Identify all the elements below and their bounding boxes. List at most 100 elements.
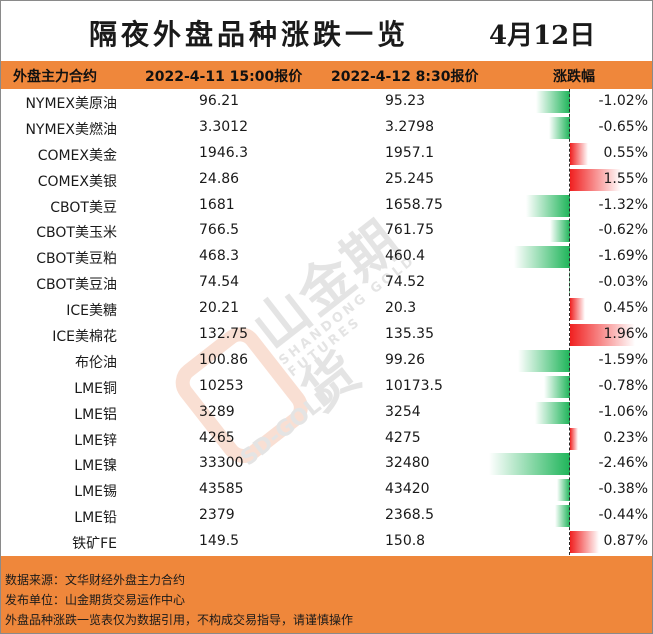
footer-publisher: 发布单位：山金期货交易运作中心 [5,593,186,607]
change-bar [517,349,570,372]
change-percent: -0.65% [598,118,648,135]
change-bar [544,375,570,398]
table-row: LME铜 10253 10173.5 -0.78% [1,374,652,400]
change-percent: -1.02% [598,93,648,109]
contract-name: LME铜 [74,380,117,397]
table-row: LME铝 3289 3254 -1.06% [1,400,652,426]
zero-axis [569,89,570,555]
contract-name: CBOT美豆粕 [36,251,117,268]
table-row: CBOT美玉米 766.5 761.75 -0.62% [1,218,652,244]
price-yesterday: 10253 [199,377,244,394]
price-today: 3254 [385,403,421,420]
change-bar [548,116,570,139]
price-today: 20.3 [385,300,417,317]
price-yesterday: 24.86 [199,170,240,187]
change-bar [570,324,635,347]
contract-name: NYMEX美原油 [25,96,117,112]
price-today: 99.26 [385,351,426,368]
change-percent: -0.44% [598,507,648,524]
price-today: 25.245 [385,170,434,187]
change-percent: -0.38% [598,481,648,498]
change-percent: -1.32% [598,196,648,213]
change-bar [549,220,570,243]
price-yesterday: 43585 [199,481,244,498]
price-today: 4275 [385,429,421,446]
change-bar [555,505,570,528]
price-yesterday: 468.3 [199,248,240,265]
price-yesterday: 132.75 [199,326,248,343]
change-percent: -0.78% [598,377,648,394]
change-bar [535,401,570,424]
price-today: 150.8 [385,533,426,550]
price-yesterday: 20.21 [199,300,240,317]
table-row: ICE美糖 20.21 20.3 0.45% [1,296,652,322]
change-bar [570,168,622,191]
price-yesterday: 149.5 [199,533,240,550]
footer-disclaimer: 外盘品种涨跌一览表仅为数据引用，不构成交易指导，请谨慎操作 [5,613,354,627]
change-percent: -1.69% [598,248,648,265]
header-price1: 2022-4-11 15:00报价 [145,69,303,85]
change-percent: 1.96% [603,326,648,343]
price-yesterday: 33300 [199,455,244,472]
price-today: 2368.5 [385,507,434,524]
change-bar [536,91,570,113]
table-row: ICE美棉花 132.75 135.35 1.96% [1,322,652,348]
change-percent: -0.62% [598,222,648,239]
price-today: 761.75 [385,222,434,239]
change-percent: -1.06% [598,403,648,420]
change-bar [570,298,585,321]
price-today: 3.2798 [385,118,434,135]
change-percent: 0.55% [603,144,648,161]
contract-name: COMEX美金 [37,147,117,164]
table-row: CBOT美豆油 74.54 74.52 -0.03% [1,270,652,296]
price-yesterday: 2379 [199,507,235,524]
table-row: LME铅 2379 2368.5 -0.44% [1,503,652,529]
price-today: 74.52 [385,274,426,291]
contract-name: LME铅 [74,510,117,527]
price-yesterday: 4265 [199,429,235,446]
change-bar [514,246,570,269]
price-today: 460.4 [385,248,426,265]
change-bar [488,453,570,476]
table-row: LME锡 43585 43420 -0.38% [1,477,652,503]
table-row: 铁矿FE 149.5 150.8 0.87% [1,529,652,555]
change-percent: 0.87% [603,533,648,550]
price-yesterday: 96.21 [199,93,240,109]
header-change: 涨跌幅 [553,69,595,85]
table-body: NYMEX美原油 96.21 95.23 -1.02% NYMEX美燃油 3.3012 3.… [1,89,652,555]
price-yesterday: 3289 [199,403,235,420]
price-yesterday: 1946.3 [199,144,248,161]
change-bar [557,479,570,502]
change-percent: 1.55% [603,170,648,187]
price-yesterday: 1681 [199,196,235,213]
page-title: 隔夜外盘品种涨跌一览 [89,18,410,51]
footer: 数据来源：文华财经外盘主力合约 发布单位：山金期货交易运作中心 外盘品种涨跌一览… [1,556,652,633]
table-row: COMEX美银 24.86 25.245 1.55% [1,167,652,193]
table-row: NYMEX美燃油 3.3012 3.2798 -0.65% [1,115,652,141]
price-today: 1658.75 [385,196,443,213]
price-today: 10173.5 [385,377,443,394]
contract-name: CBOT美豆 [50,199,117,216]
price-today: 32480 [385,455,430,472]
change-bar [570,142,589,165]
table-row: LME镍 33300 32480 -2.46% [1,451,652,477]
contract-name: LME锡 [74,484,117,501]
header-contract: 外盘主力合约 [13,69,97,85]
price-today: 43420 [385,481,430,498]
contract-name: LME锌 [74,432,117,449]
change-percent: 0.23% [603,429,648,446]
table-row: CBOT美豆粕 468.3 460.4 -1.69% [1,244,652,270]
price-today: 95.23 [385,93,426,109]
table-row: COMEX美金 1946.3 1957.1 0.55% [1,141,652,167]
contract-name: ICE美糖 [66,303,117,320]
contract-name: 铁矿FE [72,536,117,553]
change-bar [526,194,570,217]
contract-name: 布伦油 [75,354,117,371]
price-today: 135.35 [385,326,434,343]
table-row: LME锌 4265 4275 0.23% [1,426,652,452]
contract-name: NYMEX美燃油 [25,121,117,138]
price-yesterday: 766.5 [199,222,240,239]
table-row: 布伦油 100.86 99.26 -1.59% [1,348,652,374]
change-bar [570,531,599,554]
